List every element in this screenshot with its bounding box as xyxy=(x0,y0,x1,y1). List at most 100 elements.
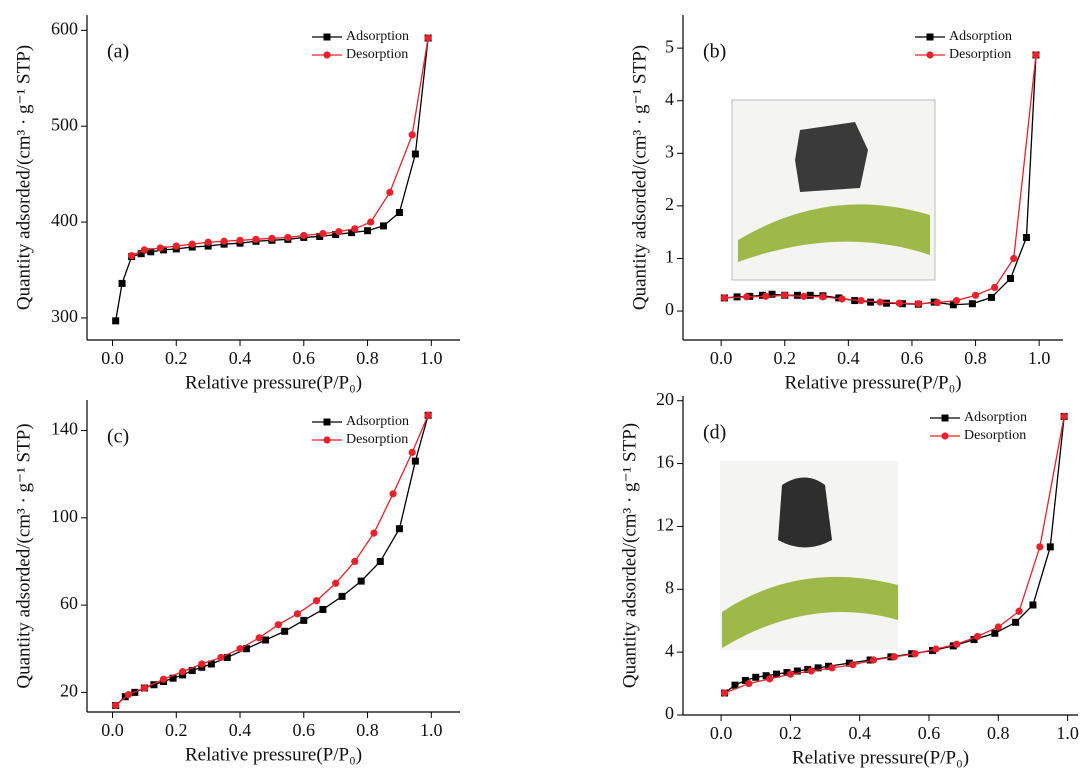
y-axis-label: Quantity adsorded/(cm³ · g⁻¹ STP) xyxy=(13,423,34,688)
marker xyxy=(217,653,225,662)
marker xyxy=(825,662,833,670)
marker xyxy=(338,592,346,600)
legend-marker xyxy=(941,414,949,422)
marker xyxy=(953,640,961,648)
y-tick-label: 60 xyxy=(60,593,78,613)
x-tick-label: 0.0 xyxy=(710,723,733,743)
marker xyxy=(236,645,244,653)
marker xyxy=(242,645,250,653)
marker xyxy=(949,301,957,309)
marker xyxy=(124,690,133,699)
marker xyxy=(806,291,814,299)
photo-leaf xyxy=(738,204,930,262)
marker xyxy=(408,448,416,456)
marker xyxy=(281,627,289,635)
marker xyxy=(876,298,884,306)
marker xyxy=(316,232,324,240)
x-tick-label: 0.2 xyxy=(165,720,188,740)
panel-label: (b) xyxy=(703,41,726,63)
y-axis-label: Quantity adsorded/(cm³ · g⁻¹ STP) xyxy=(629,45,650,310)
marker xyxy=(752,673,760,681)
marker xyxy=(332,579,340,587)
y-tick-label: 20 xyxy=(60,680,78,700)
marker xyxy=(424,34,432,42)
marker xyxy=(720,689,729,697)
legend-marker xyxy=(926,33,934,41)
marker xyxy=(814,664,822,672)
panel-label: (c) xyxy=(107,426,129,448)
marker xyxy=(198,660,206,668)
x-axis-label: Relative pressure(P/P₀) xyxy=(784,372,961,393)
marker xyxy=(364,227,372,235)
x-tick-label: 0.2 xyxy=(779,723,802,743)
marker xyxy=(1007,274,1015,282)
y-tick-label: 8 xyxy=(665,577,674,597)
marker xyxy=(1022,233,1030,241)
marker xyxy=(968,300,976,308)
marker xyxy=(357,577,365,585)
marker xyxy=(773,670,781,678)
panel-label: (a) xyxy=(107,41,129,63)
y-tick-label: 0 xyxy=(665,299,674,319)
photo-sample xyxy=(778,477,832,548)
marker xyxy=(274,621,282,629)
marker xyxy=(236,236,244,244)
marker xyxy=(932,645,940,653)
legend-marker xyxy=(323,436,331,444)
y-tick-label: 4 xyxy=(665,640,674,660)
legend-label: Desorption xyxy=(964,428,1026,443)
marker xyxy=(411,150,419,158)
marker xyxy=(762,672,770,680)
marker xyxy=(137,250,145,258)
marker xyxy=(284,233,292,242)
marker xyxy=(367,218,375,226)
marker xyxy=(255,634,263,642)
marker xyxy=(742,293,751,301)
marker xyxy=(319,229,327,238)
marker xyxy=(768,290,776,298)
marker xyxy=(1060,412,1068,421)
photo-leaf xyxy=(722,576,898,648)
marker xyxy=(800,292,808,300)
marker xyxy=(112,701,120,710)
marker xyxy=(890,653,898,661)
marker xyxy=(204,238,212,246)
y-tick-label: 4 xyxy=(665,89,674,109)
marker xyxy=(741,676,749,684)
marker xyxy=(1046,543,1054,551)
y-tick-label: 20 xyxy=(656,389,674,409)
y-tick-label: 300 xyxy=(51,306,78,326)
marker xyxy=(252,235,260,243)
legend-label: Desorption xyxy=(346,432,408,447)
marker xyxy=(883,299,891,307)
x-tick-label: 0.2 xyxy=(165,348,188,368)
x-tick-label: 0.4 xyxy=(229,720,252,740)
marker xyxy=(223,653,231,661)
marker xyxy=(720,294,728,302)
x-tick-label: 0.0 xyxy=(710,348,733,368)
marker xyxy=(411,457,419,465)
y-tick-label: 400 xyxy=(51,210,78,230)
legend-marker xyxy=(941,432,949,440)
marker xyxy=(312,597,321,605)
y-tick-label: 100 xyxy=(51,506,78,526)
marker xyxy=(949,642,957,650)
legend-marker xyxy=(323,33,331,41)
marker xyxy=(819,293,827,301)
marker xyxy=(395,525,403,533)
marker xyxy=(408,131,416,139)
marker xyxy=(867,298,875,306)
marker xyxy=(994,623,1002,631)
legend-label: Desorption xyxy=(346,47,408,62)
marker xyxy=(128,252,136,260)
marker xyxy=(220,237,228,245)
legend-label: Adsorption xyxy=(949,29,1012,44)
marker xyxy=(762,292,770,300)
marker xyxy=(112,317,120,325)
marker xyxy=(786,670,795,678)
marker xyxy=(335,228,343,236)
x-tick-label: 1.0 xyxy=(420,348,443,368)
y-tick-label: 0 xyxy=(665,703,674,723)
marker xyxy=(783,669,791,677)
